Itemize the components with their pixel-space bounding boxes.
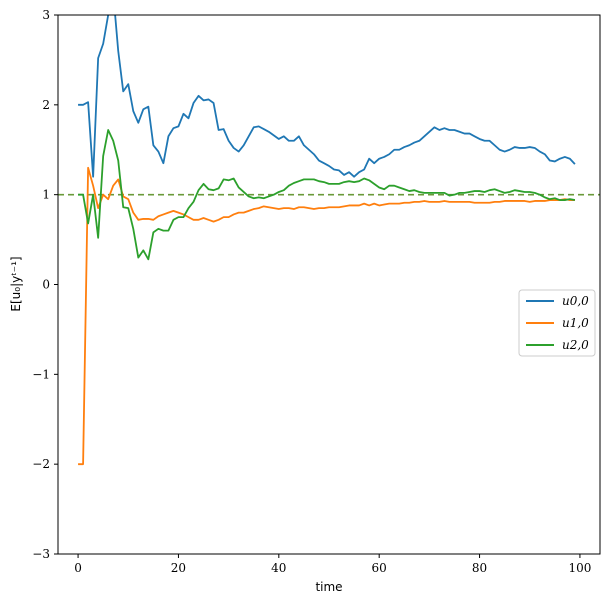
y-axis-label: E[u₀|yᵗ⁻¹] bbox=[9, 256, 23, 311]
y-tick-label: 3 bbox=[42, 8, 50, 22]
series-line-1 bbox=[78, 166, 575, 466]
y-tick-label: 2 bbox=[42, 98, 50, 112]
y-tick-label: −2 bbox=[32, 457, 50, 471]
x-tick-label: 80 bbox=[472, 561, 487, 575]
x-axis-label: time bbox=[315, 580, 342, 594]
legend-label: u0,0 bbox=[562, 294, 589, 308]
series-line-2 bbox=[78, 129, 576, 261]
series-line-0 bbox=[78, 15, 576, 178]
legend-box bbox=[518, 289, 596, 357]
x-tick-label: 100 bbox=[568, 561, 591, 575]
y-tick-label: 1 bbox=[42, 188, 50, 202]
plot-area-frame bbox=[57, 14, 601, 555]
x-axis: 0 20 40 60 80 100 bbox=[74, 554, 591, 575]
legend: u0,0 u1,0 u2,0 bbox=[518, 289, 596, 357]
x-tick-label: 40 bbox=[271, 561, 286, 575]
legend-label: u2,0 bbox=[562, 338, 589, 352]
y-axis: −3 −2 −1 0 1 2 3 bbox=[32, 8, 58, 561]
y-tick-label: −1 bbox=[32, 367, 50, 381]
x-tick-label: 20 bbox=[171, 561, 186, 575]
x-tick-label: 0 bbox=[74, 561, 82, 575]
legend-label: u1,0 bbox=[562, 316, 589, 330]
y-tick-label: −3 bbox=[32, 547, 50, 561]
y-tick-label: 0 bbox=[42, 278, 50, 292]
x-tick-label: 60 bbox=[372, 561, 387, 575]
